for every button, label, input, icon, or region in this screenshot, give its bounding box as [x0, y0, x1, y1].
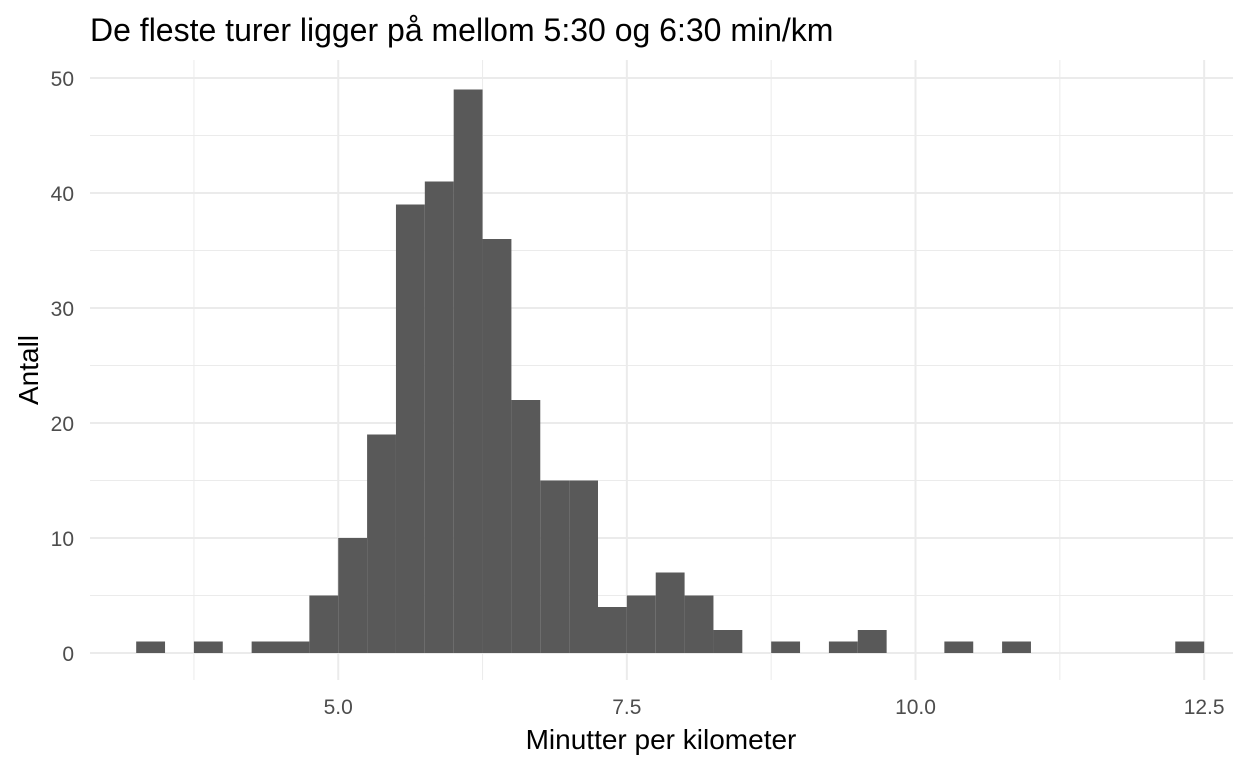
histogram-bar [1002, 641, 1031, 653]
grid [90, 60, 1233, 680]
histogram-bar [655, 572, 685, 653]
x-axis-ticks: 5.0 7.5 10.0 12.5 [324, 696, 1225, 719]
histogram-bar [684, 595, 714, 653]
x-axis-title: Minutter per kilometer [526, 724, 797, 755]
y-tick-label: 30 [51, 298, 74, 321]
histogram-bar [424, 181, 454, 653]
y-tick-label: 0 [62, 643, 74, 666]
histogram-bar [511, 400, 541, 653]
histogram-bar [828, 641, 858, 653]
histogram-bar [136, 641, 166, 653]
y-tick-label: 50 [51, 68, 74, 91]
histogram-bar [569, 480, 598, 653]
histogram-bar [309, 595, 339, 653]
histogram-bar [944, 641, 974, 653]
histogram-bar [251, 641, 281, 653]
histogram-bar [713, 630, 743, 653]
y-axis-title: Antall [13, 335, 44, 405]
histogram-bar [540, 480, 570, 653]
histogram-bar [193, 641, 223, 653]
histogram-bar [280, 641, 310, 653]
y-tick-label: 20 [51, 413, 74, 436]
x-tick-label: 7.5 [612, 696, 641, 719]
histogram-bar [453, 89, 483, 653]
bars [136, 89, 1205, 653]
chart-title: De fleste turer ligger på mellom 5:30 og… [90, 12, 833, 48]
y-axis-ticks: 0 10 20 30 40 50 [51, 68, 74, 666]
histogram-bar [1175, 641, 1205, 653]
x-tick-label: 10.0 [895, 696, 936, 719]
histogram-bar [598, 607, 627, 653]
y-tick-label: 10 [51, 528, 74, 551]
y-tick-label: 40 [51, 183, 74, 206]
histogram-bar [367, 434, 396, 653]
histogram-bar [771, 641, 801, 653]
x-tick-label: 12.5 [1184, 696, 1225, 719]
histogram-bar [482, 239, 512, 653]
x-tick-label: 5.0 [324, 696, 353, 719]
histogram-bar [395, 204, 425, 653]
histogram-bar [857, 630, 887, 653]
histogram-bar [338, 538, 368, 653]
histogram-bar [626, 595, 656, 653]
